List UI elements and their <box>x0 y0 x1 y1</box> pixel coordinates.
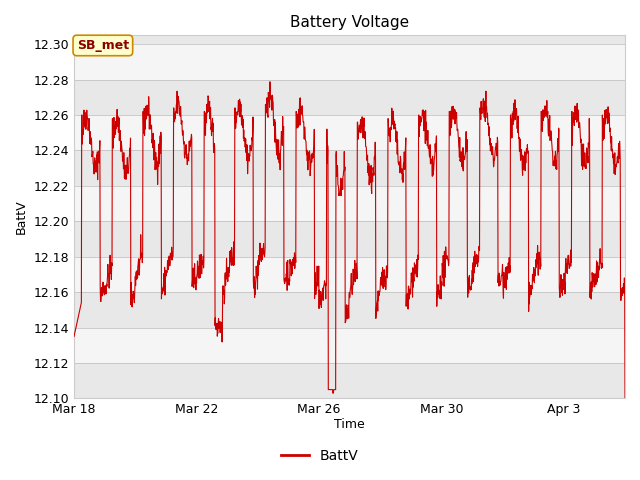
Y-axis label: BattV: BattV <box>15 200 28 234</box>
Bar <box>74 186 625 221</box>
Bar <box>74 150 625 186</box>
Legend: BattV: BattV <box>276 443 364 468</box>
Bar <box>74 292 625 328</box>
Bar <box>74 44 625 80</box>
Title: Battery Voltage: Battery Voltage <box>290 15 409 30</box>
Bar <box>74 115 625 150</box>
Bar <box>74 221 625 257</box>
Bar <box>74 257 625 292</box>
Bar <box>74 363 625 398</box>
Bar <box>74 328 625 363</box>
Bar <box>74 80 625 115</box>
X-axis label: Time: Time <box>334 419 365 432</box>
Text: SB_met: SB_met <box>77 39 129 52</box>
